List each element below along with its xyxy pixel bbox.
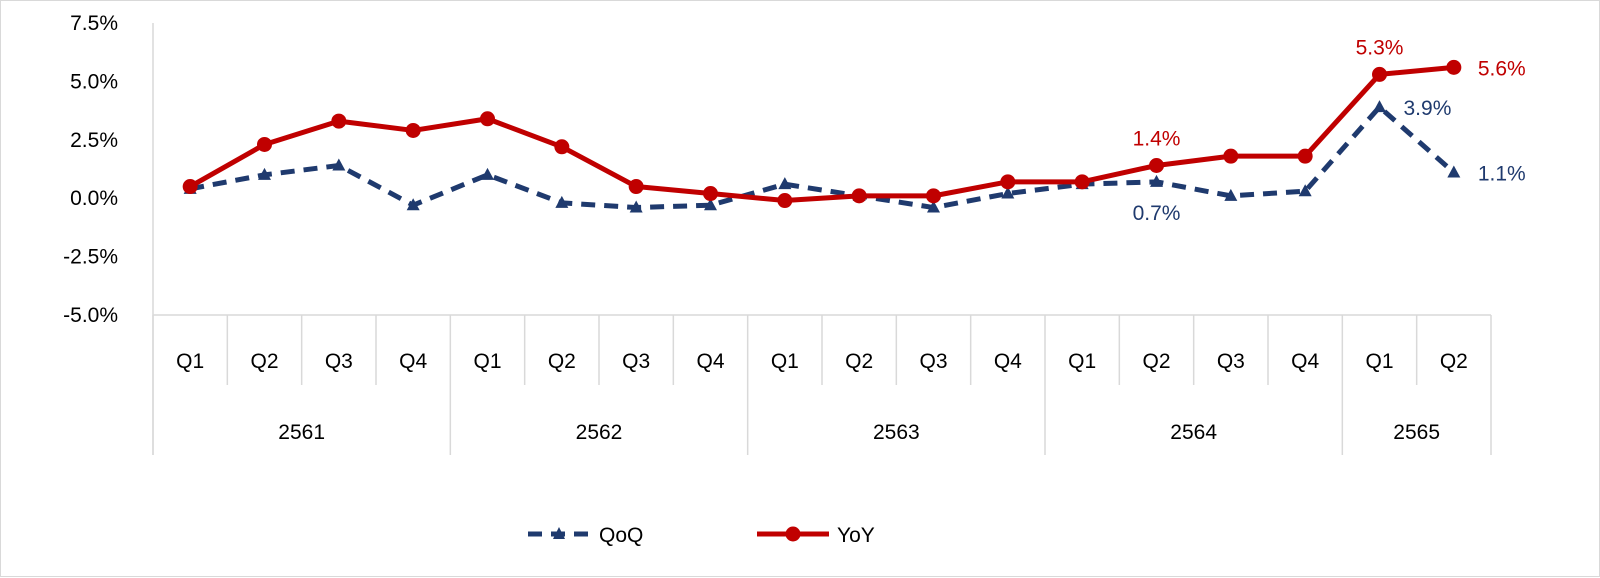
series-line-qoq [189,104,1456,211]
data-point-yoy [1223,148,1239,164]
data-label-qoq: 0.7% [1133,202,1181,225]
data-point-yoy [182,179,198,195]
data-point-qoq [1150,174,1163,187]
x-axis-categories: Q1 Q2 Q3 Q4 Q1 Q2 Q3 Q4 Q1 Q2 Q3 Q4 Q1 Q2 Q3 Q4 Q1 Q2 2561… [176,350,1468,444]
x-tick-label: Q3 [1217,350,1245,373]
x-tick-label: Q1 [176,350,204,373]
y-axis-ticks: 7.5% 5.0% 2.5% 0.0% -2.5% -5.0% [63,12,118,327]
y-tick-label: 0.0% [70,187,118,210]
data-point-yoy [1297,148,1313,164]
x-tick-label: Q3 [622,350,650,373]
year-group-label: 2564 [1170,421,1217,444]
x-tick-label: Q4 [696,350,724,373]
data-point-yoy [1446,59,1462,75]
y-tick-label: -2.5% [63,246,118,269]
data-label-yoy: 5.3% [1356,36,1404,59]
legend-qoq-marker [553,527,565,539]
x-tick-label: Q1 [473,350,501,373]
data-labels: 0.7% 3.9% 1.1% 1.4% 5.3% 5.6% [1133,36,1526,224]
data-point-yoy [628,179,644,195]
data-point-qoq [1001,186,1015,199]
data-point-yoy [480,111,495,127]
legend-yoy-marker [785,526,801,542]
x-tick-label: Q2 [1440,350,1468,373]
legend: QoQ YoY [528,524,875,547]
y-tick-label: 2.5% [70,129,118,152]
data-label-qoq: 1.1% [1478,163,1526,186]
data-point-yoy [1000,174,1016,190]
year-group-label: 2561 [278,421,325,444]
y-tick-label: 5.0% [70,70,118,93]
year-group-label: 2562 [576,421,623,444]
data-label-qoq: 3.9% [1404,97,1452,120]
x-tick-label: Q3 [919,350,947,373]
data-point-yoy [926,188,941,204]
data-point-qoq [406,198,420,211]
data-point-yoy [405,122,421,138]
x-tick-label: Q1 [1365,350,1393,373]
year-group-label: 2565 [1393,421,1440,444]
year-group-label: 2563 [873,421,920,444]
data-point-yoy [703,186,718,202]
y-tick-label: 7.5% [70,12,118,35]
data-point-yoy [851,188,867,204]
data-point-qoq [927,200,940,213]
data-point-yoy [1074,174,1090,190]
data-point-qoq [258,167,271,180]
data-point-qoq [778,177,792,190]
data-point-qoq [1224,188,1238,201]
data-point-qoq [332,158,346,171]
legend-yoy-label: YoY [837,524,875,547]
data-point-yoy [257,136,272,152]
data-point-qoq [1373,100,1386,113]
data-point-qoq [629,200,643,213]
data-point-qoq [704,198,717,211]
x-tick-label: Q2 [1142,350,1170,373]
data-point-qoq [555,195,569,208]
y-tick-label: -5.0% [63,304,118,327]
data-point-qoq [1298,184,1312,197]
data-point-qoq [481,167,494,180]
x-tick-label: Q4 [399,350,427,373]
chart-axes [152,23,1492,455]
x-tick-label: Q1 [771,350,799,373]
data-point-yoy [331,113,347,129]
data-point-yoy [554,139,570,155]
x-tick-label: Q1 [1068,350,1096,373]
data-point-yoy [1149,157,1164,173]
x-tick-label: Q3 [325,350,353,373]
series-line-yoy [188,64,1455,204]
data-label-yoy: 1.4% [1133,127,1181,150]
x-tick-label: Q2 [548,350,576,373]
series-group [182,59,1462,213]
data-point-yoy [1372,66,1387,82]
x-tick-label: Q4 [1291,350,1319,373]
x-tick-label: Q2 [845,350,873,373]
data-label-yoy: 5.6% [1478,57,1526,80]
x-tick-label: Q4 [994,350,1022,373]
x-tick-label: Q2 [250,350,278,373]
legend-qoq-label: QoQ [599,524,643,547]
data-point-qoq [1447,165,1461,178]
data-point-yoy [777,193,793,209]
